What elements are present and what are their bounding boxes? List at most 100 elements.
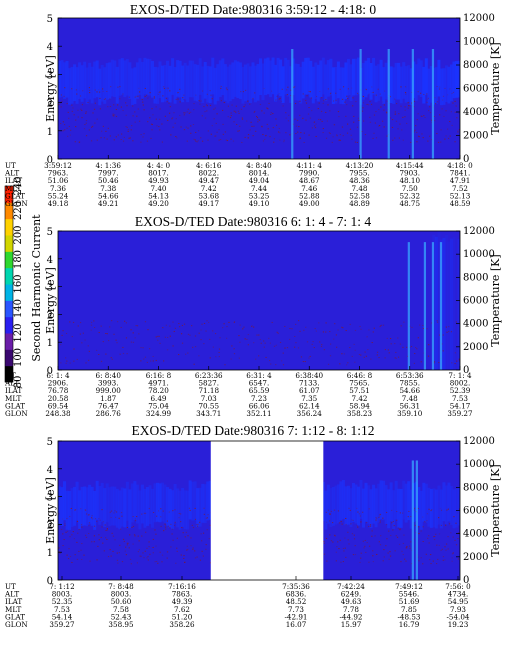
panel-title: EXOS-D/TED Date:980316 3:59:12 - 4:18: 0 (130, 2, 377, 17)
ut-cell: 48.52 (286, 597, 307, 606)
ut-cell: 248.38 (45, 409, 71, 418)
spectrogram-spike (387, 49, 390, 159)
ut-cell: 4:18: 0 (447, 161, 473, 170)
ut-cell: 16.79 (399, 620, 420, 629)
spectrogram-spike (359, 49, 362, 159)
y2-tick-label: 10000 (463, 249, 495, 260)
spectrogram-spike (439, 242, 443, 370)
ut-cell: 7.93 (450, 605, 466, 614)
colorbar-segment (5, 186, 13, 203)
ut-cell: 7841. (450, 169, 471, 178)
y-tick-label: 3 (47, 70, 53, 81)
ut-cell: 76.78 (48, 386, 69, 395)
ut-cell: 7963. (48, 169, 69, 178)
y2-tick-label: 2000 (463, 131, 488, 142)
y2-tick-label: 12000 (463, 13, 495, 24)
ut-cell: 54.13 (148, 191, 169, 200)
ut-cell: 71.18 (198, 386, 219, 395)
colorbar-segment (5, 333, 13, 350)
ut-cell: 6:31: 4 (246, 371, 272, 380)
y-tick-label: 1 (47, 127, 53, 138)
y2-tick-label: 10000 (463, 37, 495, 48)
ut-row-label: ILAT (5, 597, 22, 606)
ut-cell: 358.23 (347, 409, 373, 418)
colorbar-segment (5, 267, 13, 285)
ut-cell: 4:15:44 (396, 161, 424, 170)
y2-tick-label: 4000 (463, 319, 488, 330)
ut-cell: 7.78 (343, 605, 359, 614)
ut-cell: 4: 8:40 (246, 161, 272, 170)
colorbar-segment (5, 300, 13, 318)
panel-title: EXOS-D/TED Date:980316 6: 1: 4 - 7: 1: 4 (135, 214, 371, 229)
ut-cell: 7.46 (301, 184, 317, 193)
ut-cell: 359.27 (447, 409, 473, 418)
ut-cell: 48.67 (299, 176, 320, 185)
ut-cell: 358.95 (108, 620, 134, 629)
colorbar-tick-label: 160 (13, 274, 24, 293)
y-tick-label: 5 (47, 437, 53, 448)
spectrogram-spike (415, 460, 418, 580)
ut-cell: 57.51 (349, 386, 370, 395)
ut-cell: 47.91 (450, 176, 471, 185)
ut-cell: 5827. (198, 379, 219, 388)
ut-cell: 7.42 (351, 394, 367, 403)
ut-cell: 7.48 (402, 394, 418, 403)
ut-cell: 6:16: 8 (146, 371, 172, 380)
ut-row-label: GLON (5, 409, 28, 418)
ut-row-label: ILAT (5, 176, 22, 185)
ut-cell: 7565. (349, 379, 370, 388)
y2-tick-label: 12000 (463, 436, 495, 447)
y-tick-label: 2 (47, 310, 53, 321)
ut-cell: 49.63 (341, 597, 362, 606)
ut-cell: 7.44 (251, 184, 267, 193)
ut-cell: 6: 8:40 (96, 371, 122, 380)
ut-cell: 49.17 (198, 199, 219, 208)
ut-cell: 7:42:24 (337, 582, 365, 591)
ut-cell: 7.85 (401, 605, 417, 614)
colorbar-tick-label: 240 (13, 176, 24, 195)
ut-cell: 7.53 (452, 394, 468, 403)
y-tick-label: 2 (47, 520, 53, 531)
y2-tick-label: 2000 (463, 552, 488, 563)
ut-cell: 16.07 (286, 620, 307, 629)
ut-row-label: GLAT (5, 191, 25, 200)
y-tick-label: 5 (47, 227, 53, 238)
ut-cell: 54.66 (399, 386, 420, 395)
ut-cell: 6:46: 8 (347, 371, 373, 380)
spectrogram-spike (411, 49, 414, 159)
ut-cell: 7955. (349, 169, 370, 178)
ut-cell: 7: 8:48 (108, 582, 134, 591)
ut-cell: 49.21 (98, 199, 119, 208)
y-tick-label: 4 (47, 465, 53, 476)
ut-cell: 50.60 (111, 597, 132, 606)
y-axis-label: Energy [eV] (44, 477, 57, 544)
colorbar-segment (5, 235, 13, 252)
ut-row-label: UT (5, 582, 16, 591)
ut-cell: 7.52 (452, 184, 468, 193)
spectrogram-image (58, 441, 460, 580)
ut-row-label: MLT (5, 605, 22, 614)
ut-cell: 8002. (450, 379, 471, 388)
ut-cell: 49.20 (148, 199, 169, 208)
colorbar-tick-label: 80 (13, 376, 24, 389)
ut-cell: 7997. (98, 169, 119, 178)
ut-cell: 359.27 (49, 620, 75, 629)
ut-cell: 286.76 (96, 409, 122, 418)
ut-row-label: ALT (4, 590, 19, 599)
ut-cell: 4: 4: 0 (147, 161, 171, 170)
colorbar-tick-label: 140 (13, 299, 24, 318)
ut-cell: 6836. (286, 590, 307, 599)
ut-cell: 49.10 (249, 199, 270, 208)
ut-cell: 7:16:16 (168, 582, 196, 591)
ut-cell: 4: 1:36 (96, 161, 122, 170)
colorbar-segment (5, 202, 13, 220)
ut-cell: 7:56: 0 (445, 582, 471, 591)
spectrogram-spike (431, 242, 435, 370)
ut-cell: 7.03 (201, 394, 217, 403)
ut-cell: 53.25 (249, 191, 270, 200)
data-gap (210, 441, 324, 580)
ut-cell: 8014. (249, 169, 270, 178)
ut-cell: 52.32 (399, 191, 420, 200)
ut-cell: 70.55 (198, 401, 219, 410)
spectrogram-panel-1: EXOS-D/TED Date:980316 3:59:12 - 4:18: 0… (4, 2, 502, 208)
